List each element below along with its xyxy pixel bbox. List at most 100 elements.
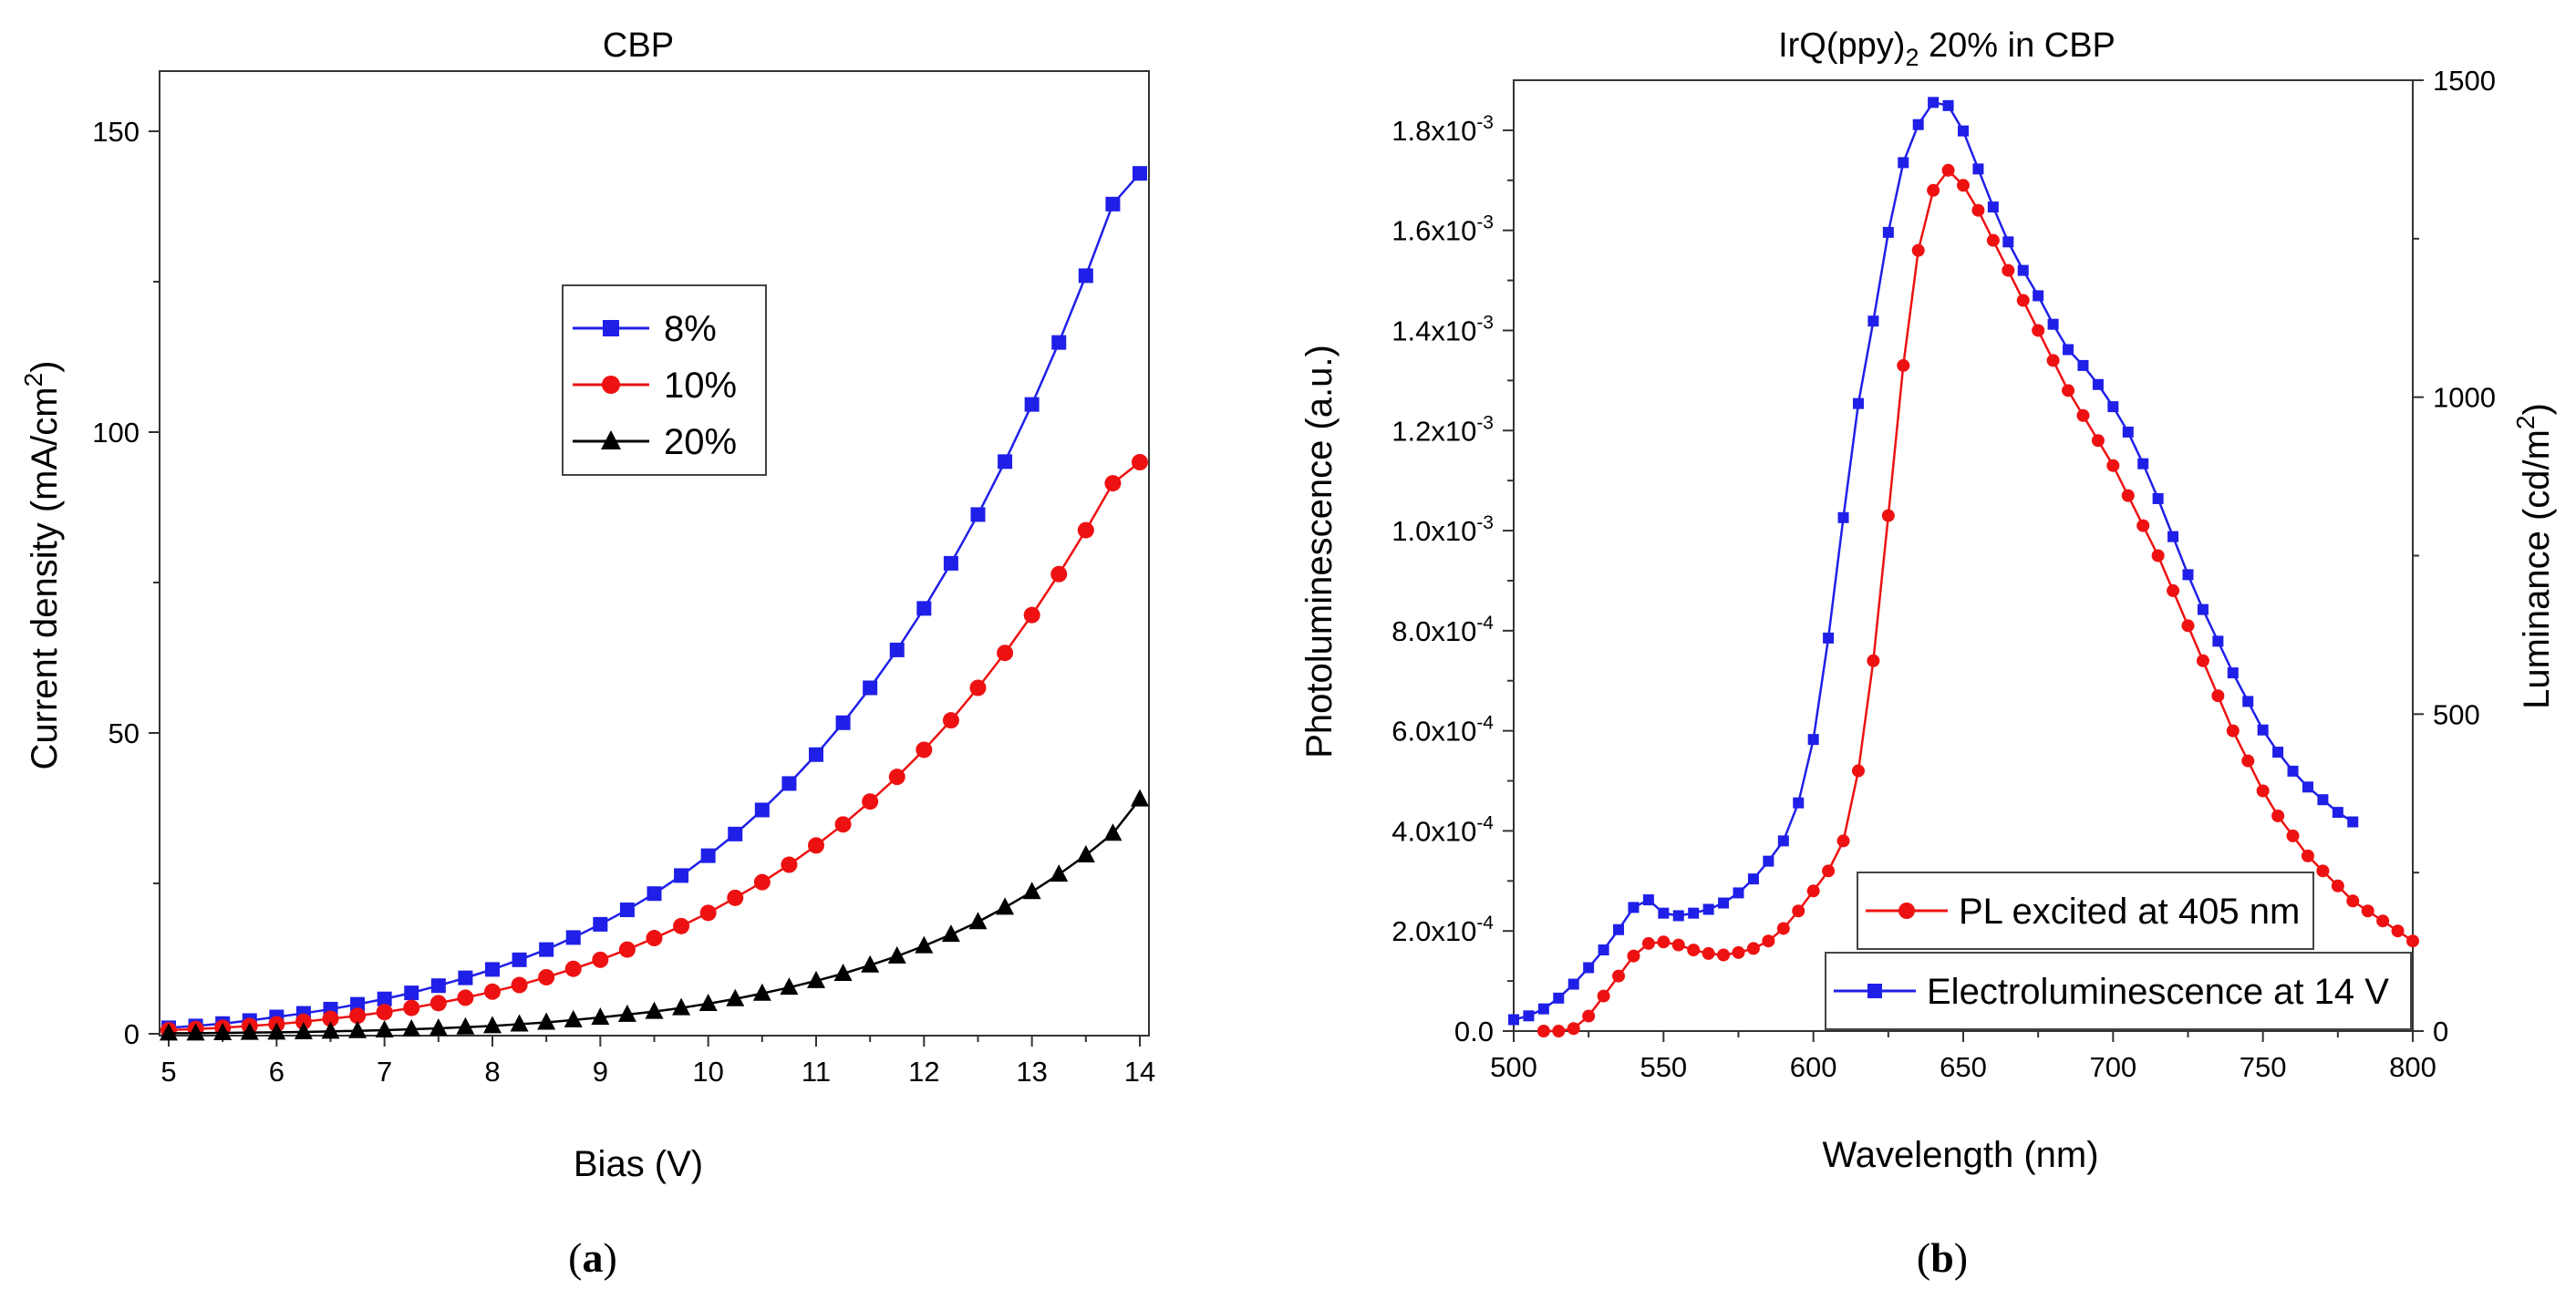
data-point: [485, 962, 500, 977]
data-point: [1836, 834, 1850, 848]
data-point: [2182, 569, 2194, 581]
data-point: [1763, 855, 1774, 867]
data-point: [2302, 781, 2313, 793]
data-point: [2151, 549, 2165, 562]
y-tick-label: 2.0x10-4: [1391, 913, 1494, 947]
data-point: [888, 769, 905, 786]
data-point: [647, 886, 662, 902]
data-point: [1733, 887, 1744, 899]
panel-a-y-ticks: 0 50 100 150: [92, 116, 160, 1050]
data-point: [1732, 945, 1745, 959]
data-point: [1687, 944, 1701, 957]
data-point: [1536, 1025, 1550, 1037]
data-point: [538, 968, 555, 985]
data-point: [2107, 401, 2119, 413]
data-point: [2063, 344, 2074, 356]
data-point: [646, 930, 663, 947]
data-point: [1658, 907, 1670, 919]
data-point: [160, 1023, 178, 1041]
data-point: [970, 507, 986, 522]
panel-a-x-label: Bias (V): [574, 1144, 703, 1184]
panel-a-caption: (a): [568, 1234, 617, 1281]
data-point: [321, 1021, 340, 1039]
panel-b-x-ticks: 500 550 600 650 700 750 800: [1490, 1031, 2436, 1083]
data-point: [2137, 458, 2149, 469]
data-point: [781, 776, 797, 791]
data-point: [1822, 864, 1836, 878]
data-point: [2047, 318, 2059, 330]
data-point: [1897, 358, 1910, 372]
y-tick-label: 1.2x10-3: [1391, 412, 1494, 447]
legend-marker: [1898, 903, 1915, 919]
data-point: [2241, 754, 2255, 768]
panel-b-caption: (b): [1917, 1234, 1968, 1281]
data-point: [1077, 521, 1094, 539]
data-point: [728, 826, 743, 841]
data-point: [564, 1009, 583, 1027]
data-point: [2167, 531, 2179, 542]
data-point: [1941, 163, 1955, 177]
data-point: [1776, 922, 1790, 935]
x-tick-label: 700: [2089, 1051, 2136, 1083]
series-20pct: [160, 789, 1149, 1041]
data-point: [1806, 884, 1820, 898]
data-point: [2346, 894, 2360, 908]
data-point: [1702, 903, 1714, 915]
data-point: [834, 816, 852, 833]
data-point: [1598, 944, 1609, 955]
data-point: [2256, 784, 2270, 798]
data-point: [833, 964, 853, 981]
data-point: [700, 848, 716, 863]
data-point: [1104, 475, 1122, 492]
data-point: [2152, 492, 2164, 504]
data-point: [1582, 1009, 1596, 1023]
y-tick-label: 1.6x10-3: [1391, 212, 1494, 247]
data-point: [1672, 910, 1684, 922]
data-point: [240, 1022, 259, 1040]
data-point: [754, 802, 770, 818]
data-point: [2376, 914, 2390, 928]
data-point: [348, 1020, 367, 1038]
data-point: [295, 1013, 312, 1030]
data-point: [2076, 408, 2090, 422]
data-point: [483, 1016, 502, 1034]
data-point: [511, 976, 528, 994]
y-tick-label: 50: [109, 717, 140, 749]
data-point: [322, 1010, 339, 1027]
x-tick-label: 500: [1490, 1051, 1537, 1083]
panel-b-left-y-label: Photoluminescence (a.u.): [1299, 345, 1340, 758]
data-point: [564, 960, 582, 977]
data-point: [458, 970, 473, 985]
data-point: [1628, 902, 1640, 913]
data-point: [2286, 829, 2300, 842]
data-point: [592, 951, 609, 968]
data-point: [2002, 236, 2014, 248]
panel-b-x-label: Wavelength (nm): [1822, 1135, 2098, 1175]
y-tick-label: 6.0x10-4: [1391, 713, 1494, 748]
series-el: [1508, 97, 2359, 1026]
data-point: [1103, 823, 1122, 841]
data-point: [998, 454, 1013, 469]
data-point: [2257, 724, 2269, 736]
legend-marker: [1867, 984, 1882, 998]
data-point: [1942, 99, 1954, 111]
data-point: [2106, 459, 2120, 472]
panel-b-legend: PL excited at 405 nm Electroluminescence …: [1825, 872, 2412, 1030]
data-point: [2002, 263, 2015, 277]
data-point: [753, 873, 771, 891]
data-point: [1882, 226, 1894, 238]
data-point: [510, 1014, 529, 1032]
data-point: [2212, 635, 2224, 647]
data-point: [617, 1004, 636, 1022]
panel-b: IrQ(ppy)2 20% in CBP 500 550 600 650 700 750 8…: [1299, 26, 2557, 1281]
data-point: [699, 904, 717, 922]
data-point: [537, 1012, 556, 1030]
legend-label: 10%: [664, 366, 737, 406]
data-point: [1777, 835, 1789, 847]
panel-b-title: IrQ(ppy)2 20% in CBP: [1778, 26, 2116, 71]
data-point: [1792, 904, 1805, 918]
data-point: [1718, 897, 1730, 909]
data-point: [1927, 183, 1940, 197]
panel-a-title: CBP: [603, 26, 674, 65]
panel-a-series: [160, 166, 1149, 1041]
